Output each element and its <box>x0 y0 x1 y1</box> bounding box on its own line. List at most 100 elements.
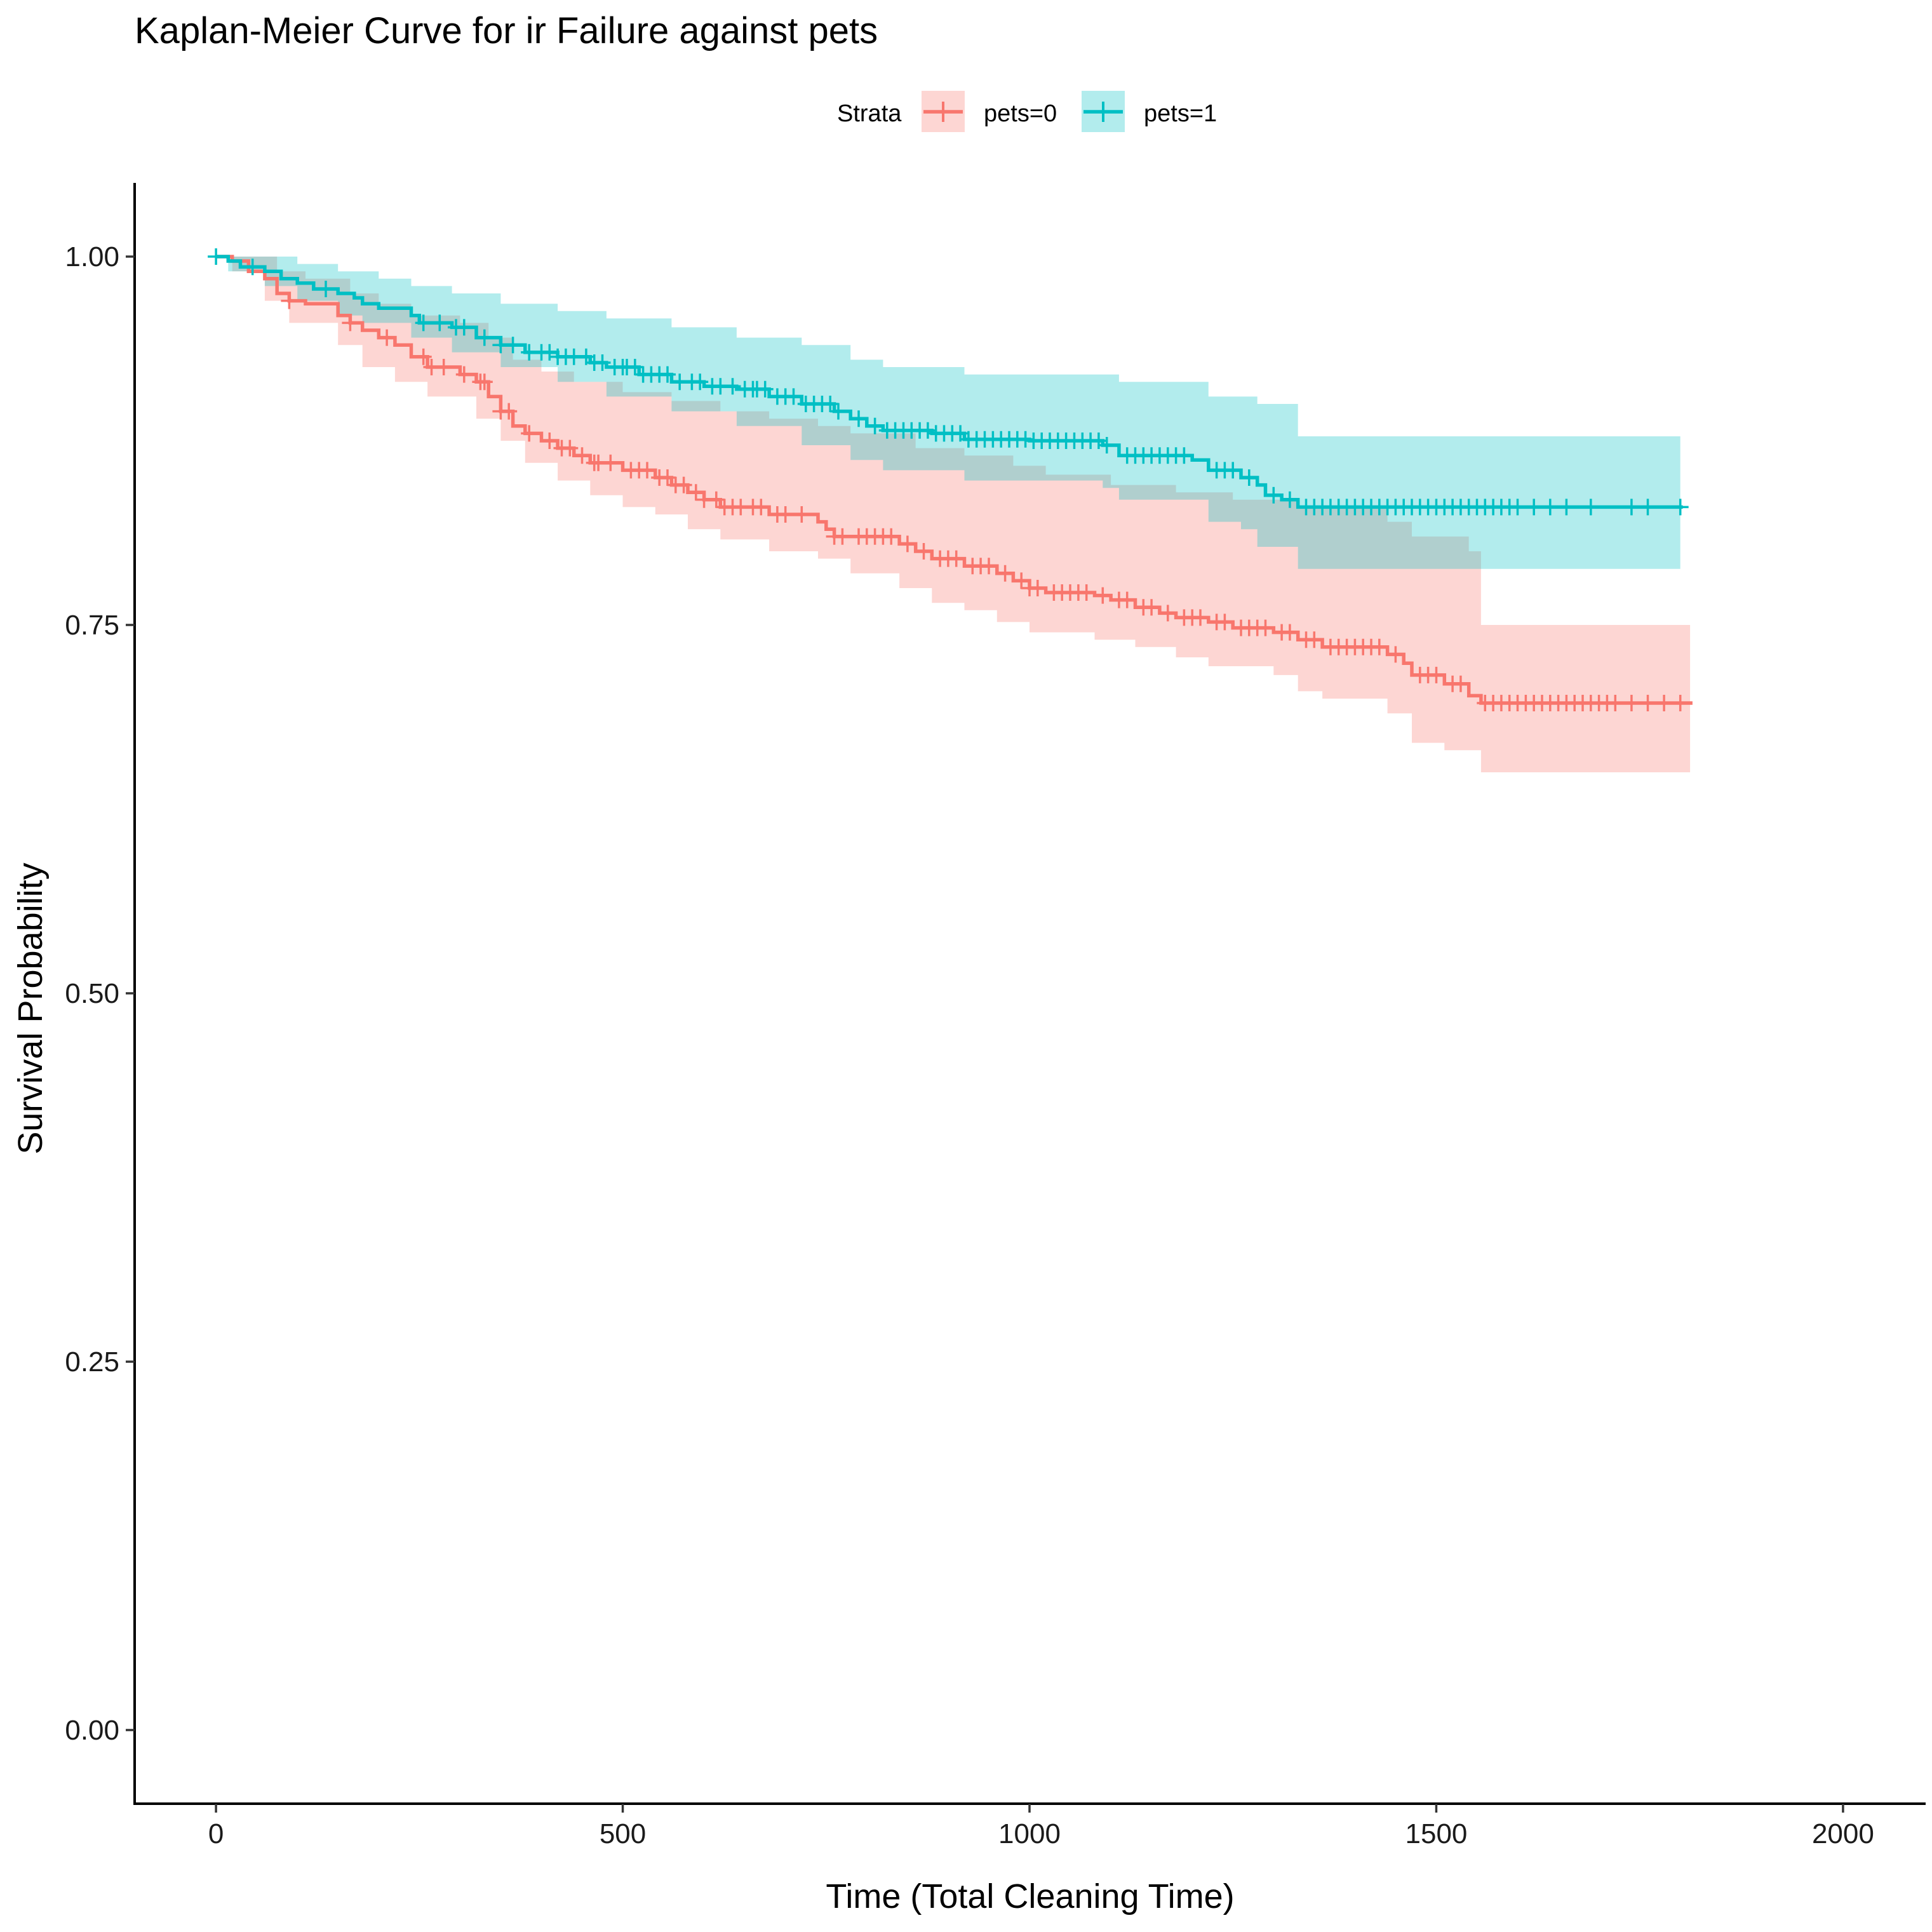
censor-mark <box>850 410 867 427</box>
plot-area <box>208 248 1693 772</box>
censor-mark <box>504 337 521 354</box>
censor-mark <box>500 403 518 420</box>
censor-mark <box>455 366 473 383</box>
x-tick-label: 1000 <box>998 1818 1061 1849</box>
x-tick-label: 1500 <box>1405 1818 1468 1849</box>
censor-mark <box>866 417 883 434</box>
censor-mark <box>602 454 619 471</box>
legend-label-pets1: pets=1 <box>1144 100 1217 127</box>
censor-mark <box>1257 619 1274 636</box>
y-tick-label: 0.00 <box>65 1715 119 1746</box>
censor-mark <box>476 329 493 346</box>
censor-mark <box>379 329 396 346</box>
censor-mark <box>1639 695 1656 711</box>
censor-mark <box>1216 614 1233 631</box>
censor-mark <box>830 403 847 420</box>
censor-mark <box>899 535 916 553</box>
censor-mark <box>1306 631 1323 648</box>
x-tick-label: 2000 <box>1812 1818 1874 1849</box>
censor-marks-pets0 <box>281 292 1689 711</box>
legend-key-pets0 <box>922 91 965 132</box>
censor-mark <box>1452 675 1469 692</box>
censor-mark <box>1371 638 1388 655</box>
censor-mark <box>1281 491 1298 508</box>
censor-mark <box>1623 695 1640 711</box>
censor-mark <box>244 258 261 276</box>
censor-mark <box>1143 599 1160 616</box>
censor-mark <box>1281 624 1298 641</box>
censor-mark <box>1526 499 1543 516</box>
censor-mark <box>431 314 448 332</box>
censor-mark <box>1639 499 1656 516</box>
censor-mark <box>1672 695 1689 711</box>
y-tick-label: 0.25 <box>65 1346 119 1378</box>
confidence-band-pets1 <box>216 257 1680 569</box>
censor-mark <box>1541 499 1559 516</box>
legend: Strata pets=0 pets=1 <box>837 91 1217 132</box>
censor-mark <box>883 528 900 545</box>
x-axis-ticks: 0 500 1000 1500 2000 <box>208 1804 1874 1849</box>
censor-mark <box>1224 462 1242 479</box>
x-axis-title: Time (Total Cleaning Time) <box>826 1877 1234 1915</box>
censor-mark <box>1509 499 1526 516</box>
censor-mark <box>561 439 579 457</box>
censor-mark <box>915 543 932 560</box>
censor-mark <box>687 484 704 501</box>
censor-mark <box>1607 695 1624 711</box>
censor-mark <box>1094 587 1111 604</box>
censor-mark <box>1029 580 1046 596</box>
legend-key-pets1 <box>1082 91 1125 132</box>
y-tick-label: 1.00 <box>65 241 119 272</box>
censor-mark <box>1672 499 1689 516</box>
censor-mark <box>342 314 359 332</box>
censor-mark <box>1013 572 1030 589</box>
x-tick-label: 500 <box>600 1818 646 1849</box>
censor-mark <box>675 476 692 493</box>
censor-mark <box>981 558 997 575</box>
censor-mark <box>996 565 1014 582</box>
censor-mark <box>1265 486 1282 504</box>
censor-mark <box>1428 666 1445 683</box>
y-tick-label: 0.50 <box>65 978 119 1009</box>
censor-mark <box>692 373 709 391</box>
censor-mark <box>1159 605 1176 622</box>
censor-mark <box>1176 447 1193 464</box>
censor-mark <box>708 491 725 508</box>
y-axis-title: Survival Probability <box>11 862 50 1154</box>
censor-mark <box>476 373 493 391</box>
chart-title: Kaplan-Meier Curve for ir Failure agains… <box>135 10 878 51</box>
censor-mark <box>639 462 655 479</box>
censor-mark <box>626 359 643 375</box>
censor-mark <box>724 378 741 395</box>
censor-mark <box>834 528 851 545</box>
legend-title: Strata <box>837 100 902 127</box>
x-tick-label: 0 <box>208 1818 224 1849</box>
censor-mark <box>1623 499 1640 516</box>
censor-mark <box>1017 431 1034 448</box>
censor-mark <box>1558 499 1575 516</box>
censor-mark <box>1098 437 1115 453</box>
censor-marks-pets1 <box>208 248 1689 516</box>
censor-mark <box>281 292 298 309</box>
censor-mark <box>1656 695 1673 711</box>
censor-mark <box>777 506 794 523</box>
censor-mark <box>919 422 936 439</box>
censor-mark <box>756 380 774 398</box>
censor-mark <box>318 281 334 297</box>
censor-mark <box>793 506 810 523</box>
legend-label-pets0: pets=0 <box>984 100 1057 127</box>
censor-mark <box>1387 646 1404 663</box>
censor-mark <box>1192 609 1209 626</box>
y-tick-label: 0.75 <box>65 610 119 641</box>
censor-mark <box>822 396 839 412</box>
censor-mark <box>753 499 770 516</box>
censor-mark <box>521 425 538 442</box>
censor-mark <box>415 314 432 332</box>
y-axis-ticks: 0.00 0.25 0.50 0.75 1.00 <box>65 241 135 1746</box>
censor-mark <box>785 388 802 405</box>
censor-mark <box>208 248 225 265</box>
censor-mark <box>948 550 965 567</box>
censor-mark <box>1582 499 1599 516</box>
censor-mark <box>455 319 473 336</box>
